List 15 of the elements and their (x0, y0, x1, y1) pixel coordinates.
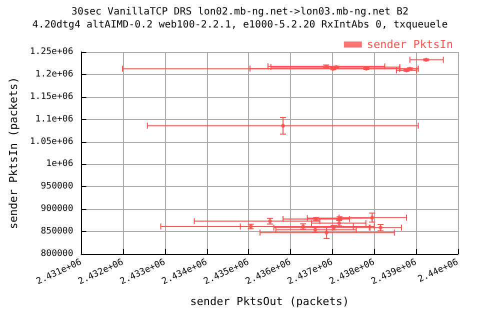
y-tick-label: 900000 (40, 204, 74, 214)
y-tick-label: 1.25e+06 (30, 47, 74, 57)
y-tick-label: 1e+06 (46, 159, 74, 170)
x-axis-title: sender PktsOut (packets) (190, 295, 350, 308)
y-tick-label: 950000 (40, 182, 74, 192)
y-tick-label: 1.1e+06 (35, 114, 74, 124)
legend-label: sender PktsIn (366, 38, 453, 51)
chart-subtitle: 4.20dtg4 altAIMD-0.2 web100-2.2.1, e1000-5.2.20 RxIntAbs 0, txqueuele (32, 20, 448, 30)
y-tick-label: 1.05e+06 (30, 136, 74, 147)
y-tick-label: 850000 (40, 226, 74, 237)
y-tick-label: 800000 (40, 249, 74, 259)
y-tick-label: 1.2e+06 (35, 69, 74, 80)
y-axis-title: sender PktsIn (packets) (7, 76, 20, 230)
chart-title: 30sec VanillaTCP DRS lon02.mb-ng.net->lon03.mb-ng.net B2 (71, 6, 409, 18)
y-tick-label: 1.15e+06 (30, 92, 74, 102)
